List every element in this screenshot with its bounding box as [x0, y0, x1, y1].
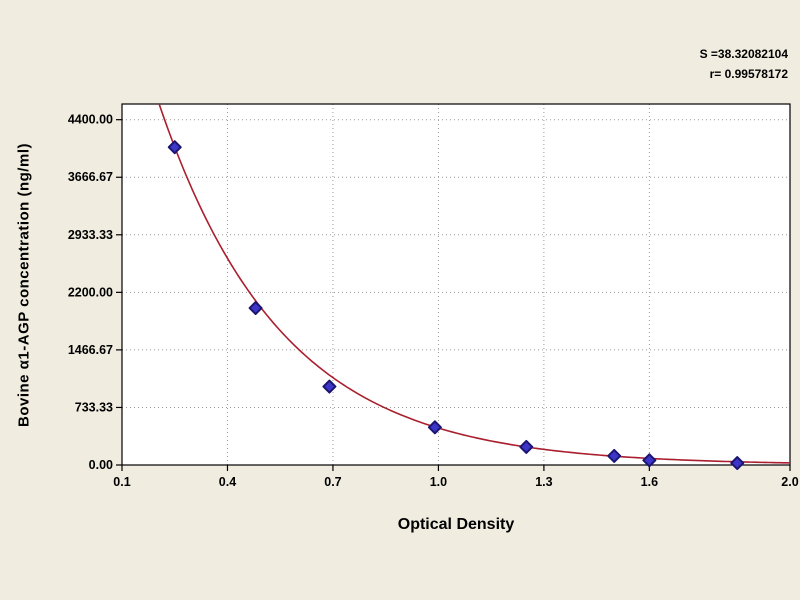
- stat-s-value: S =38.32082104: [699, 47, 788, 61]
- plot-background: [122, 104, 790, 465]
- x-tick-label: 1.6: [641, 475, 658, 489]
- y-tick-label: 2200.00: [68, 285, 113, 299]
- x-tick-label: 2.0: [781, 475, 798, 489]
- y-tick-label: 1466.67: [68, 343, 113, 357]
- data-point-marker: [322, 379, 337, 394]
- x-tick-label: 0.1: [113, 475, 130, 489]
- data-point-marker: [427, 420, 442, 435]
- x-tick-label: 1.3: [535, 475, 552, 489]
- data-point-marker: [642, 453, 657, 468]
- x-axis-title: Optical Density: [397, 516, 515, 533]
- stat-r-value: r= 0.99578172: [709, 67, 788, 81]
- y-tick-label: 733.33: [75, 400, 113, 414]
- x-tick-label: 1.0: [430, 475, 447, 489]
- x-tick-label: 0.7: [324, 475, 341, 489]
- y-tick-label: 0.00: [89, 458, 113, 472]
- data-point-marker: [607, 448, 622, 463]
- data-point-marker: [519, 439, 534, 454]
- y-axis-title: Bovine α1-AGP concentration (ng/ml): [15, 143, 33, 427]
- data-point-marker: [730, 456, 745, 471]
- data-point-marker: [248, 301, 263, 316]
- x-tick-label: 0.4: [219, 475, 236, 489]
- fit-statistics: S =38.32082104 r= 0.99578172: [700, 44, 788, 84]
- y-tick-label: 4400.00: [68, 113, 113, 127]
- fit-curve: [158, 104, 790, 464]
- plot-border: [121, 103, 791, 466]
- data-point-marker: [167, 140, 182, 155]
- y-tick-label: 2933.33: [68, 228, 113, 242]
- y-tick-label: 3666.67: [68, 170, 113, 184]
